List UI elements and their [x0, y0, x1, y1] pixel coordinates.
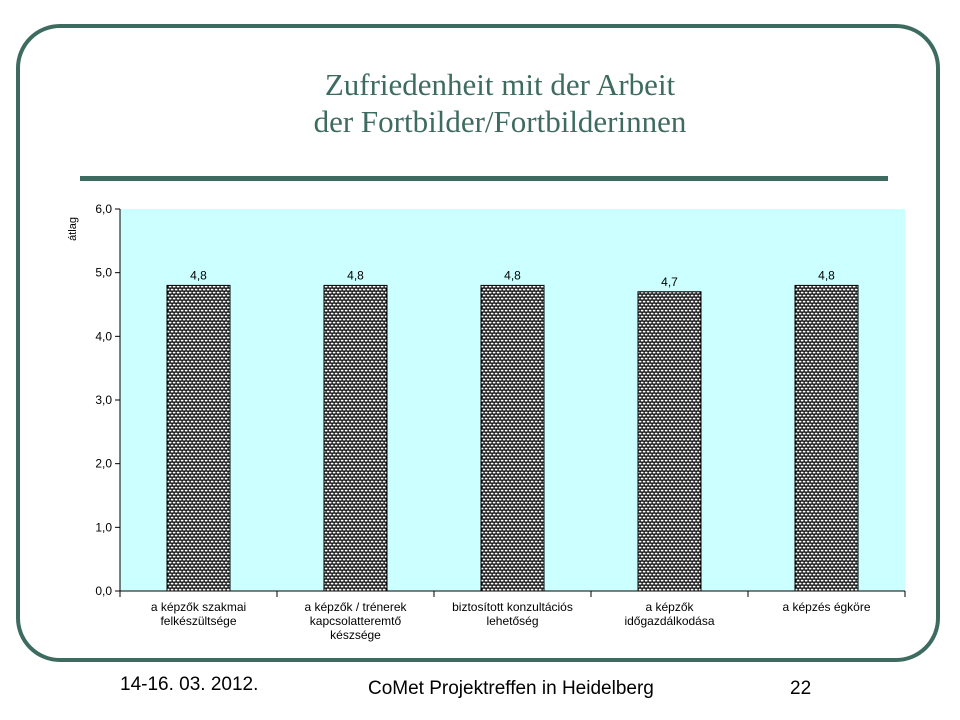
category-label: készsége	[330, 628, 381, 642]
data-label: 4,8	[818, 268, 835, 282]
slide-title: Zufriedenheit mit der Arbeit der Fortbil…	[200, 66, 800, 140]
y-tick-label: 6,0	[95, 202, 112, 216]
bar	[166, 284, 231, 592]
footer-event: CoMet Projektreffen in Heidelberg	[368, 678, 654, 699]
footer-date: 14-16. 03. 2012.	[120, 674, 259, 695]
y-tick-label: 0,0	[95, 584, 112, 598]
category-label: felkészültsége	[160, 614, 236, 628]
data-label: 4,7	[661, 275, 678, 289]
category-label: biztosított konzultációs	[452, 600, 573, 614]
y-tick-label: 5,0	[95, 266, 112, 280]
bar	[323, 284, 388, 592]
title-line-2: der Fortbilder/Fortbilderinnen	[313, 104, 687, 139]
category-label: kapcsolatteremtő	[310, 614, 402, 628]
bar	[637, 291, 702, 592]
bar	[480, 284, 545, 592]
category-label: a képzők / trénerek	[304, 600, 407, 614]
bar-chart: 0,0 1,0 2,0 3,0 4,0 5,0 6,0 átlag 4,8 a képzők sz…	[67, 202, 906, 642]
data-label: 4,8	[190, 268, 207, 282]
category-label: a képzők	[645, 600, 694, 614]
y-tick-label: 1,0	[95, 520, 112, 534]
y-tick-label: 2,0	[95, 457, 112, 471]
page-number: 22	[790, 678, 812, 699]
title-line-1: Zufriedenheit mit der Arbeit	[324, 67, 676, 102]
bar	[794, 284, 859, 592]
data-label: 4,8	[347, 268, 364, 282]
category-label: lehetőség	[486, 614, 538, 628]
data-label: 4,8	[504, 268, 521, 282]
slide-frame	[16, 24, 940, 662]
y-tick-label: 3,0	[95, 393, 112, 407]
category-label: a képzés égköre	[782, 600, 870, 614]
category-label: időgazdálkodása	[624, 614, 714, 628]
y-tick-label: 4,0	[95, 329, 112, 343]
title-divider	[80, 176, 888, 181]
category-label: a képzők szakmai	[151, 600, 246, 614]
y-axis-label: átlag	[67, 217, 79, 241]
